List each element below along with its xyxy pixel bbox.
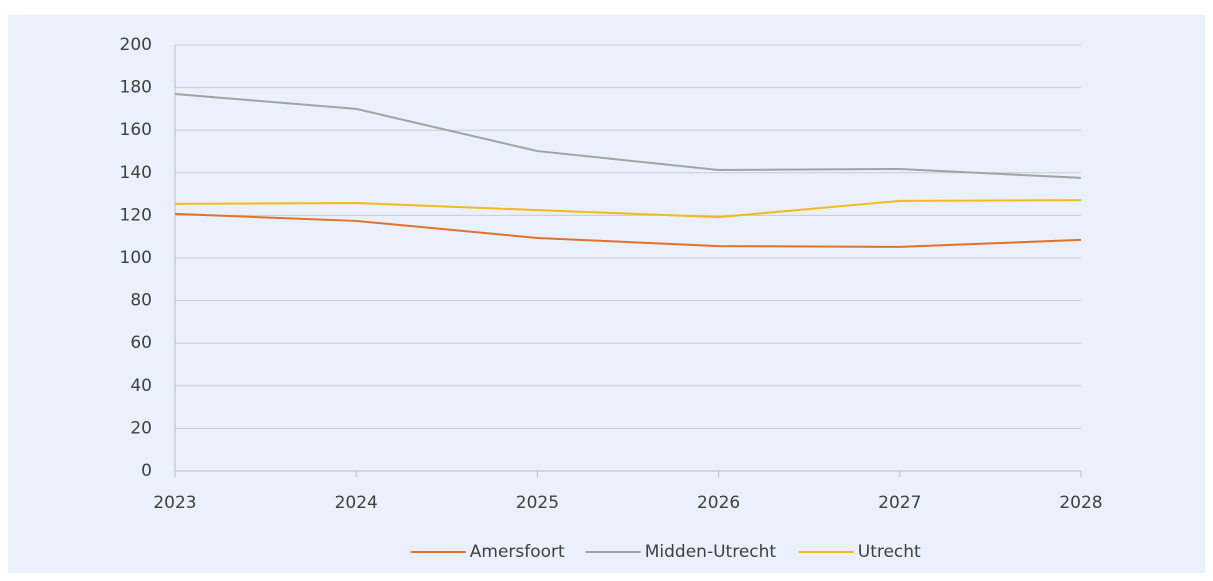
chart-background: [8, 15, 1205, 573]
y-tick-label: 200: [120, 35, 152, 55]
series-line: [174, 92, 1082, 179]
y-tick-label: 40: [130, 376, 152, 396]
x-tick-label: 2028: [1059, 493, 1102, 513]
legend-label: Amersfoort: [470, 542, 565, 562]
x-tick-label: 2025: [516, 493, 559, 513]
legend-label: Midden-Utrecht: [645, 542, 777, 562]
series-line: [174, 199, 1082, 219]
y-tick-label: 60: [130, 333, 152, 353]
series-line: [174, 212, 1082, 248]
y-tick-label: 180: [120, 78, 152, 98]
y-tick-label: 100: [120, 248, 152, 268]
y-tick-label: 20: [130, 418, 152, 438]
x-tick-label: 2026: [697, 493, 740, 513]
x-tick-label: 2027: [878, 493, 921, 513]
y-tick-label: 160: [120, 120, 152, 140]
y-tick-label: 140: [120, 163, 152, 183]
legend-label: Utrecht: [858, 542, 921, 562]
y-tick-label: 80: [130, 291, 152, 311]
x-tick-label: 2024: [335, 493, 378, 513]
y-tick-label: 0: [141, 461, 152, 481]
y-tick-label: 120: [120, 205, 152, 225]
x-tick-label: 2023: [153, 493, 196, 513]
